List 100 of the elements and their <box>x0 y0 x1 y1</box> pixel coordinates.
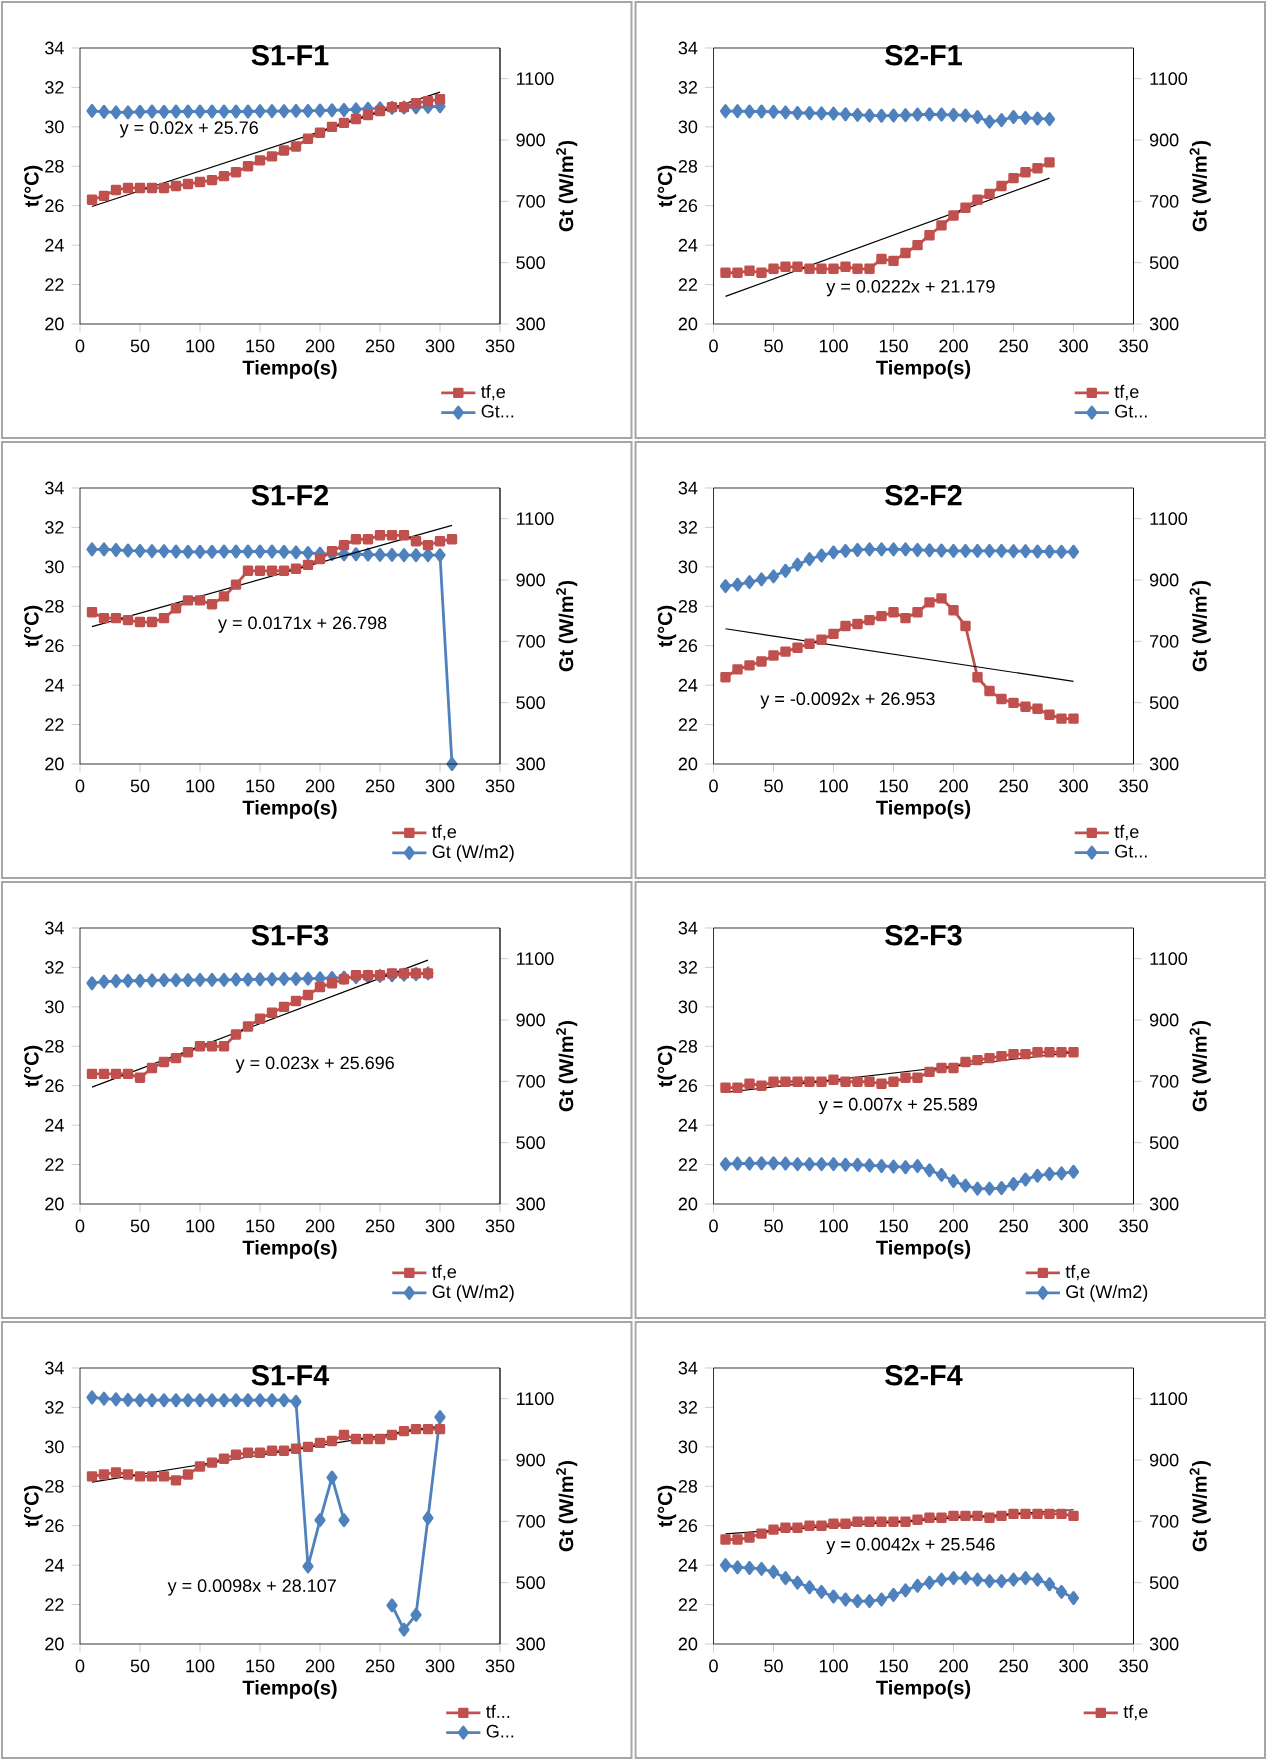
y2-tick-label: 500 <box>516 1576 545 1590</box>
x-tick-label: 350 <box>485 1219 515 1233</box>
chart-title: S2-F2 <box>885 485 962 506</box>
x-tick-label: 350 <box>485 1659 515 1673</box>
annotation: y = 0.023x + 25.696 <box>235 1056 394 1073</box>
legend-label: Gt (W/m2) <box>432 1284 514 1302</box>
y-tick-label: 28 <box>45 1039 64 1053</box>
y-tick-label: 34 <box>678 481 698 495</box>
annotation: y = 0.0042x + 25.546 <box>826 1537 995 1555</box>
y2-tick-label: 700 <box>1150 634 1179 648</box>
annotation: y = 0.0171x + 26.798 <box>218 616 387 633</box>
y-tick-label: 26 <box>678 1079 698 1093</box>
y-tick-label: 34 <box>678 1361 698 1375</box>
chart-title: S2-F3 <box>885 925 962 946</box>
x-tick-label: 250 <box>999 339 1028 353</box>
y-tick-label: 30 <box>678 560 698 574</box>
y2-tick-label: 700 <box>1150 1074 1179 1088</box>
y2-tick-label: 1100 <box>1150 952 1188 966</box>
x-axis-title: Tiempo(s) <box>876 1680 971 1699</box>
y2-tick-label: 300 <box>1149 757 1179 771</box>
y-tick-label: 32 <box>678 521 697 534</box>
y2-tick-label: 500 <box>1149 1576 1179 1590</box>
y-tick-label: 22 <box>45 1598 64 1611</box>
y2-tick-label: 900 <box>516 133 545 147</box>
y2-tick-label: 300 <box>516 317 545 331</box>
x-tick-label: 250 <box>365 779 395 793</box>
legend-label: Gt (W/m2) <box>1066 1284 1148 1302</box>
x-tick-label: 150 <box>246 779 275 793</box>
legend-label: tf,e <box>432 824 457 841</box>
y2-tick-label: 700 <box>1150 1514 1179 1528</box>
y-tick-label: 24 <box>678 678 698 692</box>
y2-tick-label: 300 <box>516 757 545 771</box>
x-tick-label: 0 <box>75 339 85 353</box>
x-tick-label: 50 <box>130 1659 150 1673</box>
y2-tick-label: 1100 <box>1150 72 1188 86</box>
x-tick-label: 200 <box>305 1659 335 1673</box>
x-tick-label: 250 <box>365 1659 395 1673</box>
legend-label: tf,e <box>432 1264 457 1281</box>
y-tick-label: 30 <box>678 1000 698 1014</box>
y-tick-label: 28 <box>45 159 64 173</box>
x-tick-label: 50 <box>764 1219 783 1233</box>
x-axis-title: Tiempo(s) <box>876 360 971 379</box>
y-tick-label: 22 <box>678 1598 697 1611</box>
legend-label: tf,e <box>1114 384 1139 401</box>
x-tick-label: 100 <box>819 779 848 793</box>
y2-tick-label: 300 <box>1149 1197 1179 1211</box>
y2-tick-label: 1100 <box>1150 1392 1188 1406</box>
y-tick-label: 26 <box>678 639 698 653</box>
x-tick-label: 300 <box>1059 779 1088 793</box>
x-tick-label: 50 <box>764 779 783 793</box>
x-tick-label: 300 <box>425 1659 455 1673</box>
y2-tick-label: 700 <box>516 634 545 648</box>
y-tick-label: 32 <box>45 1401 64 1414</box>
y2-tick-label: 500 <box>1149 696 1179 710</box>
annotation: y = 0.0098x + 28.107 <box>167 1579 336 1596</box>
y2-axis-title: Gt (W/m$^{2}$) <box>1189 140 1211 232</box>
legend-label: Gt... <box>481 404 514 418</box>
y2-axis-title: Gt (W/m$^{2}$) <box>1189 1020 1211 1112</box>
y2-tick-label: 1100 <box>516 72 554 86</box>
y-axis-title: t(°C) <box>24 165 43 207</box>
y-tick-label: 32 <box>45 521 64 534</box>
y2-tick-label: 700 <box>516 1074 545 1088</box>
y-tick-label: 24 <box>45 1118 64 1132</box>
y-tick-label: 26 <box>45 1519 64 1533</box>
y-axis-title: t(°C) <box>657 1045 677 1087</box>
annotation: y = 0.02x + 25.76 <box>119 121 258 138</box>
y-tick-label: 20 <box>678 757 698 771</box>
x-tick-label: 200 <box>939 339 968 353</box>
y-tick-label: 34 <box>45 921 64 935</box>
x-axis-title: Tiempo(s) <box>876 1240 971 1259</box>
y-tick-label: 34 <box>45 41 64 55</box>
chart-title: S1-F1 <box>251 45 329 66</box>
y2-axis-title: Gt (W/m$^{2}$) <box>556 140 578 232</box>
legend-label: tf,e <box>481 384 506 401</box>
legend-label: tf,e <box>1065 1264 1090 1281</box>
legend-label: Gt... <box>1115 404 1147 418</box>
x-tick-label: 250 <box>999 1659 1028 1673</box>
x-tick-label: 150 <box>879 779 908 793</box>
y-tick-label: 26 <box>45 1079 64 1093</box>
x-tick-label: 100 <box>186 339 215 353</box>
y2-tick-label: 1100 <box>516 952 554 966</box>
y2-tick-label: 900 <box>1149 133 1179 147</box>
y2-tick-label: 500 <box>1149 256 1179 270</box>
y-tick-label: 34 <box>678 921 698 935</box>
y2-tick-label: 700 <box>1150 194 1179 208</box>
y-tick-label: 30 <box>45 1440 64 1454</box>
x-tick-label: 300 <box>1059 1219 1088 1233</box>
x-tick-label: 100 <box>819 1659 848 1673</box>
annotation: y = 0.007x + 25.589 <box>818 1097 977 1115</box>
legend-label: tf,e <box>1123 1704 1148 1721</box>
x-tick-label: 150 <box>246 1659 275 1673</box>
x-axis-title: Tiempo(s) <box>242 1240 337 1259</box>
legend-label: Gt... <box>1115 844 1147 858</box>
y-tick-label: 32 <box>678 961 697 974</box>
x-tick-label: 50 <box>764 1659 783 1673</box>
x-tick-label: 200 <box>305 1219 335 1233</box>
y-tick-label: 28 <box>678 1479 698 1493</box>
y-tick-label: 30 <box>45 120 64 134</box>
x-tick-label: 0 <box>75 779 85 793</box>
y2-tick-label: 1100 <box>516 1392 554 1406</box>
